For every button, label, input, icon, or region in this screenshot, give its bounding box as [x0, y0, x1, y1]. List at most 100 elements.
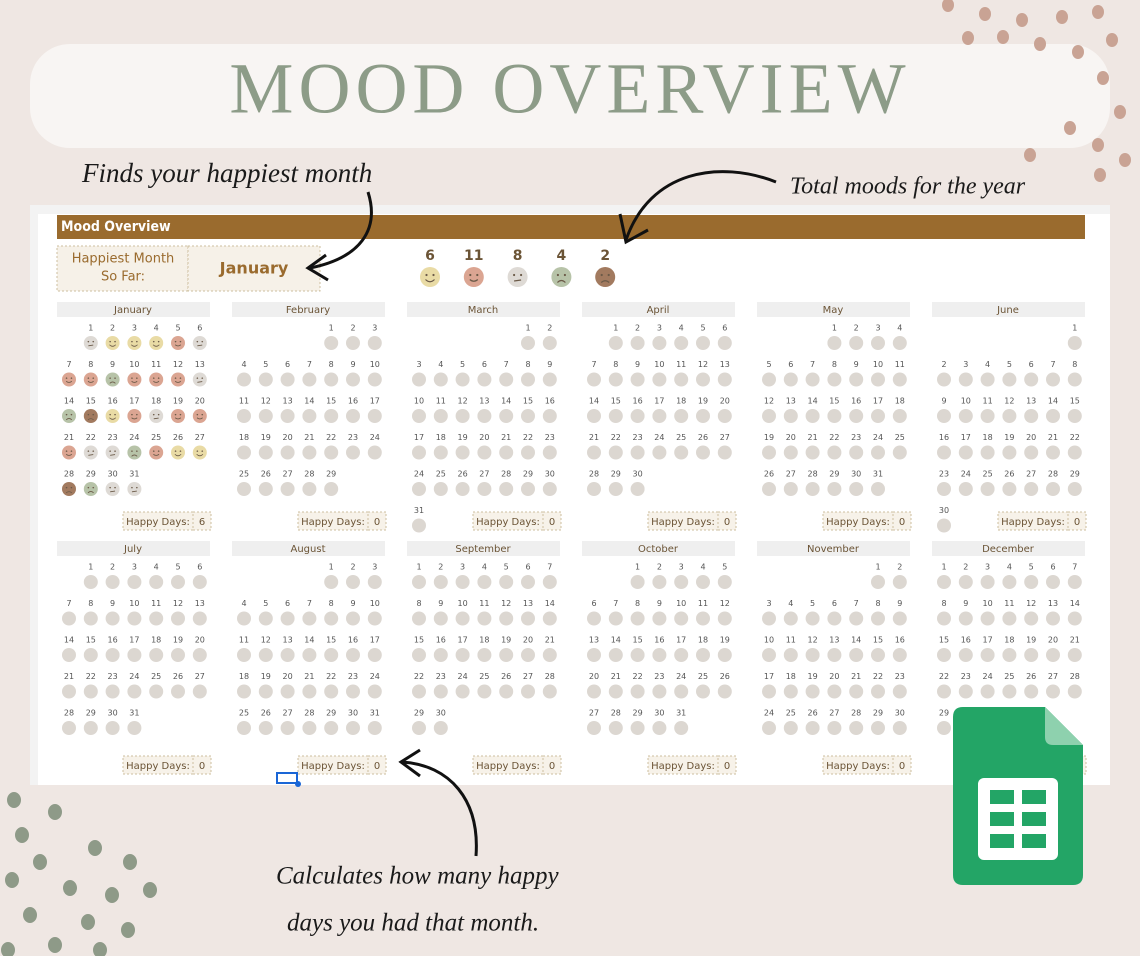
arrow-head [398, 748, 421, 778]
day-circle [827, 684, 842, 699]
day-number: 27 [283, 709, 293, 718]
day-circle [1067, 445, 1082, 460]
day-circle [412, 611, 426, 626]
face-eye [196, 413, 199, 416]
face-mouth [153, 417, 159, 420]
day-circle [849, 445, 864, 460]
day-circle [849, 409, 864, 423]
day-circle [324, 482, 339, 496]
day-number: 7 [613, 599, 618, 608]
day-number: 4 [438, 360, 443, 369]
day-number: 18 [698, 636, 708, 645]
day-number: 5 [700, 324, 705, 333]
month-header [757, 541, 910, 556]
day-number: 20 [1048, 636, 1058, 645]
dot [48, 937, 62, 953]
icon-cell [990, 812, 1014, 826]
day-number: 29 [414, 709, 424, 718]
day-circle [62, 721, 76, 735]
day-number: 29 [326, 470, 336, 479]
day-number: 22 [414, 672, 424, 681]
mood-face [127, 372, 142, 387]
day-circle [762, 445, 776, 460]
face-eye [600, 273, 603, 277]
day-number: 13 [195, 599, 205, 608]
day-number: 28 [589, 470, 599, 479]
face-eye [131, 413, 133, 416]
day-circle [805, 684, 820, 699]
day-number: 31 [129, 709, 139, 718]
day-number: 1 [941, 563, 946, 572]
day-number: 5 [263, 599, 268, 608]
day-number: 4 [700, 563, 705, 572]
day-circle [433, 648, 448, 662]
day-number: 3 [132, 563, 137, 572]
day-number: 4 [154, 324, 159, 333]
day-circle [258, 721, 273, 735]
annotation: Finds your happiest month [81, 158, 372, 188]
day-number: 21 [304, 672, 314, 681]
face-eye [152, 377, 155, 379]
day-circle [980, 409, 995, 423]
happy-days-value: 0 [899, 517, 905, 528]
day-number: 12 [173, 360, 183, 369]
day-circle [412, 372, 426, 387]
day-number: 22 [611, 433, 621, 442]
month-name: August [291, 544, 326, 555]
day-number: 2 [941, 360, 946, 369]
face-eye [179, 377, 182, 379]
day-circle [542, 648, 557, 662]
face-mouth [87, 380, 94, 383]
dot [1056, 10, 1068, 24]
day-number: 30 [851, 470, 861, 479]
day-circle [630, 648, 645, 662]
face-eye [201, 413, 204, 416]
day-circle [280, 648, 295, 662]
day-circle [477, 575, 492, 589]
day-number: 26 [698, 433, 708, 442]
day-number: 3 [460, 563, 465, 572]
day-number: 15 [86, 397, 96, 406]
day-number: 22 [326, 433, 336, 442]
day-number: 31 [676, 709, 686, 718]
day-circle [587, 721, 601, 735]
day-circle [367, 336, 382, 350]
happy-days-value-box [892, 511, 912, 531]
happy-days-label: Happy Days: [651, 761, 715, 772]
day-circle [608, 721, 623, 735]
day-circle [1067, 482, 1082, 496]
month-header [932, 541, 1085, 556]
day-number: 3 [657, 324, 662, 333]
face-eye [157, 377, 160, 379]
day-circle [827, 482, 842, 496]
day-circle [477, 445, 492, 460]
day-circle [608, 684, 623, 699]
day-circle [455, 482, 470, 496]
day-number: 14 [501, 397, 511, 406]
face-mouth [110, 454, 116, 456]
day-number: 21 [808, 433, 818, 442]
day-circle [521, 409, 535, 423]
mood-face [62, 445, 76, 460]
day-number: 21 [64, 672, 74, 681]
face-eye [157, 340, 160, 343]
day-number: 8 [1072, 360, 1077, 369]
day-circle [280, 611, 295, 626]
day-circle [237, 482, 251, 496]
day-circle [849, 336, 864, 350]
day-number: 11 [239, 636, 249, 645]
day-number: 27 [195, 433, 205, 442]
icon-fold [1045, 707, 1083, 745]
day-number: 23 [654, 672, 664, 681]
day-circle [717, 648, 732, 662]
mood-face [420, 267, 440, 287]
day-number: 14 [64, 397, 74, 406]
face-eye [432, 273, 435, 277]
day-number: 28 [545, 672, 555, 681]
day-circle [367, 721, 382, 735]
selection-handle [295, 781, 301, 787]
day-circle [892, 684, 907, 699]
day-circle [762, 372, 776, 387]
day-circle [762, 611, 776, 626]
